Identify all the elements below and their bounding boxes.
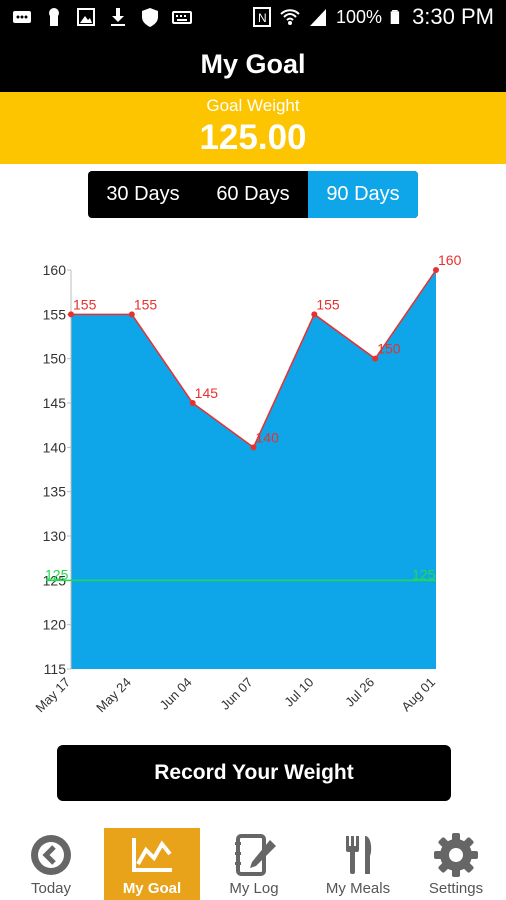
- data-point: [250, 444, 257, 451]
- bottom-tab-bar: Today My Goal My Log: [0, 828, 506, 900]
- battery-icon: [390, 10, 400, 24]
- status-time: 3:30 PM: [412, 4, 494, 29]
- data-label: 160: [438, 252, 462, 268]
- data-label: 145: [195, 385, 219, 401]
- data-label: 155: [134, 296, 158, 312]
- status-bar: N 100% 3:30 PM: [0, 0, 506, 36]
- record-weight-button[interactable]: Record Your Weight: [57, 745, 451, 801]
- goal-weight-value: 125.00: [199, 118, 307, 157]
- goal-line-label-right: 125: [412, 566, 436, 582]
- image-icon: [77, 8, 95, 26]
- tab-settings-label: Settings: [428, 880, 484, 897]
- goal-line-label-left: 125: [45, 566, 69, 582]
- y-tick-label: 140: [43, 439, 67, 455]
- tab-my-meals[interactable]: My Meals: [310, 828, 406, 900]
- tab-my-log-label: My Log: [229, 880, 279, 897]
- tab-my-log[interactable]: My Log: [206, 828, 302, 900]
- wifi-icon: [280, 9, 300, 25]
- y-tick-label: 120: [43, 617, 67, 633]
- data-point: [189, 400, 196, 406]
- x-tick-label: Jun 07: [217, 675, 255, 713]
- keyhole-icon: [49, 8, 59, 26]
- back-circle-icon: [31, 835, 71, 875]
- nfc-icon: N: [253, 7, 272, 27]
- shield-icon: [142, 8, 158, 27]
- tab-settings[interactable]: Settings: [408, 828, 504, 900]
- x-tick-label: Jul 26: [342, 675, 377, 710]
- weight-chart: 115 120 125 130 135 140 145 150 155 160 125 125 155 1…: [0, 250, 506, 720]
- y-tick-label: 115: [44, 661, 67, 677]
- notebook-pencil-icon: [235, 834, 276, 876]
- data-point: [372, 355, 379, 362]
- goal-banner: Goal Weight 125.00: [0, 92, 506, 164]
- x-tick-label: Jun 04: [157, 675, 195, 713]
- data-label: 155: [316, 296, 340, 312]
- data-point: [68, 311, 74, 318]
- range-selector: 30 Days 60 Days 90 Days: [88, 171, 418, 218]
- y-tick-label: 160: [43, 262, 67, 278]
- data-label: 140: [256, 429, 280, 445]
- x-tick-label: Aug 01: [398, 675, 438, 715]
- page-title: My Goal: [200, 48, 306, 79]
- message-icon: [13, 11, 31, 23]
- range-90-days[interactable]: 90 Days: [308, 171, 418, 218]
- tab-today-label: Today: [30, 880, 72, 897]
- tab-today[interactable]: Today: [2, 828, 100, 900]
- svg-text:N: N: [258, 11, 267, 25]
- y-tick-label: 130: [43, 528, 67, 544]
- data-label: 155: [73, 296, 97, 312]
- y-tick-label: 150: [43, 351, 67, 367]
- gear-icon: [434, 833, 478, 877]
- tab-my-goal-label: My Goal: [122, 880, 182, 897]
- battery-percent: 100%: [336, 6, 383, 27]
- chart-area-fill: [71, 270, 436, 669]
- y-tick-label: 145: [43, 395, 67, 411]
- goal-weight-label: Goal Weight: [206, 96, 300, 115]
- tab-my-goal[interactable]: My Goal: [104, 828, 200, 900]
- y-tick-label: 155: [43, 306, 67, 322]
- fork-knife-icon: [346, 836, 372, 874]
- data-label: 150: [377, 341, 401, 357]
- signal-icon: [310, 9, 327, 26]
- y-tick-label: 135: [43, 484, 67, 500]
- range-30-days[interactable]: 30 Days: [106, 183, 180, 205]
- data-point: [311, 311, 318, 318]
- chart-line-icon: [132, 838, 172, 872]
- tab-my-meals-label: My Meals: [325, 880, 391, 897]
- x-tick-label: May 17: [32, 675, 73, 716]
- x-tick-label: Jul 10: [281, 675, 316, 710]
- app-bar: My Goal: [0, 36, 506, 92]
- data-point: [128, 311, 135, 318]
- range-60-days[interactable]: 60 Days: [216, 183, 290, 205]
- data-point: [433, 267, 439, 273]
- download-icon: [111, 8, 125, 26]
- keyboard-icon: [172, 11, 192, 24]
- x-tick-label: May 24: [93, 675, 134, 716]
